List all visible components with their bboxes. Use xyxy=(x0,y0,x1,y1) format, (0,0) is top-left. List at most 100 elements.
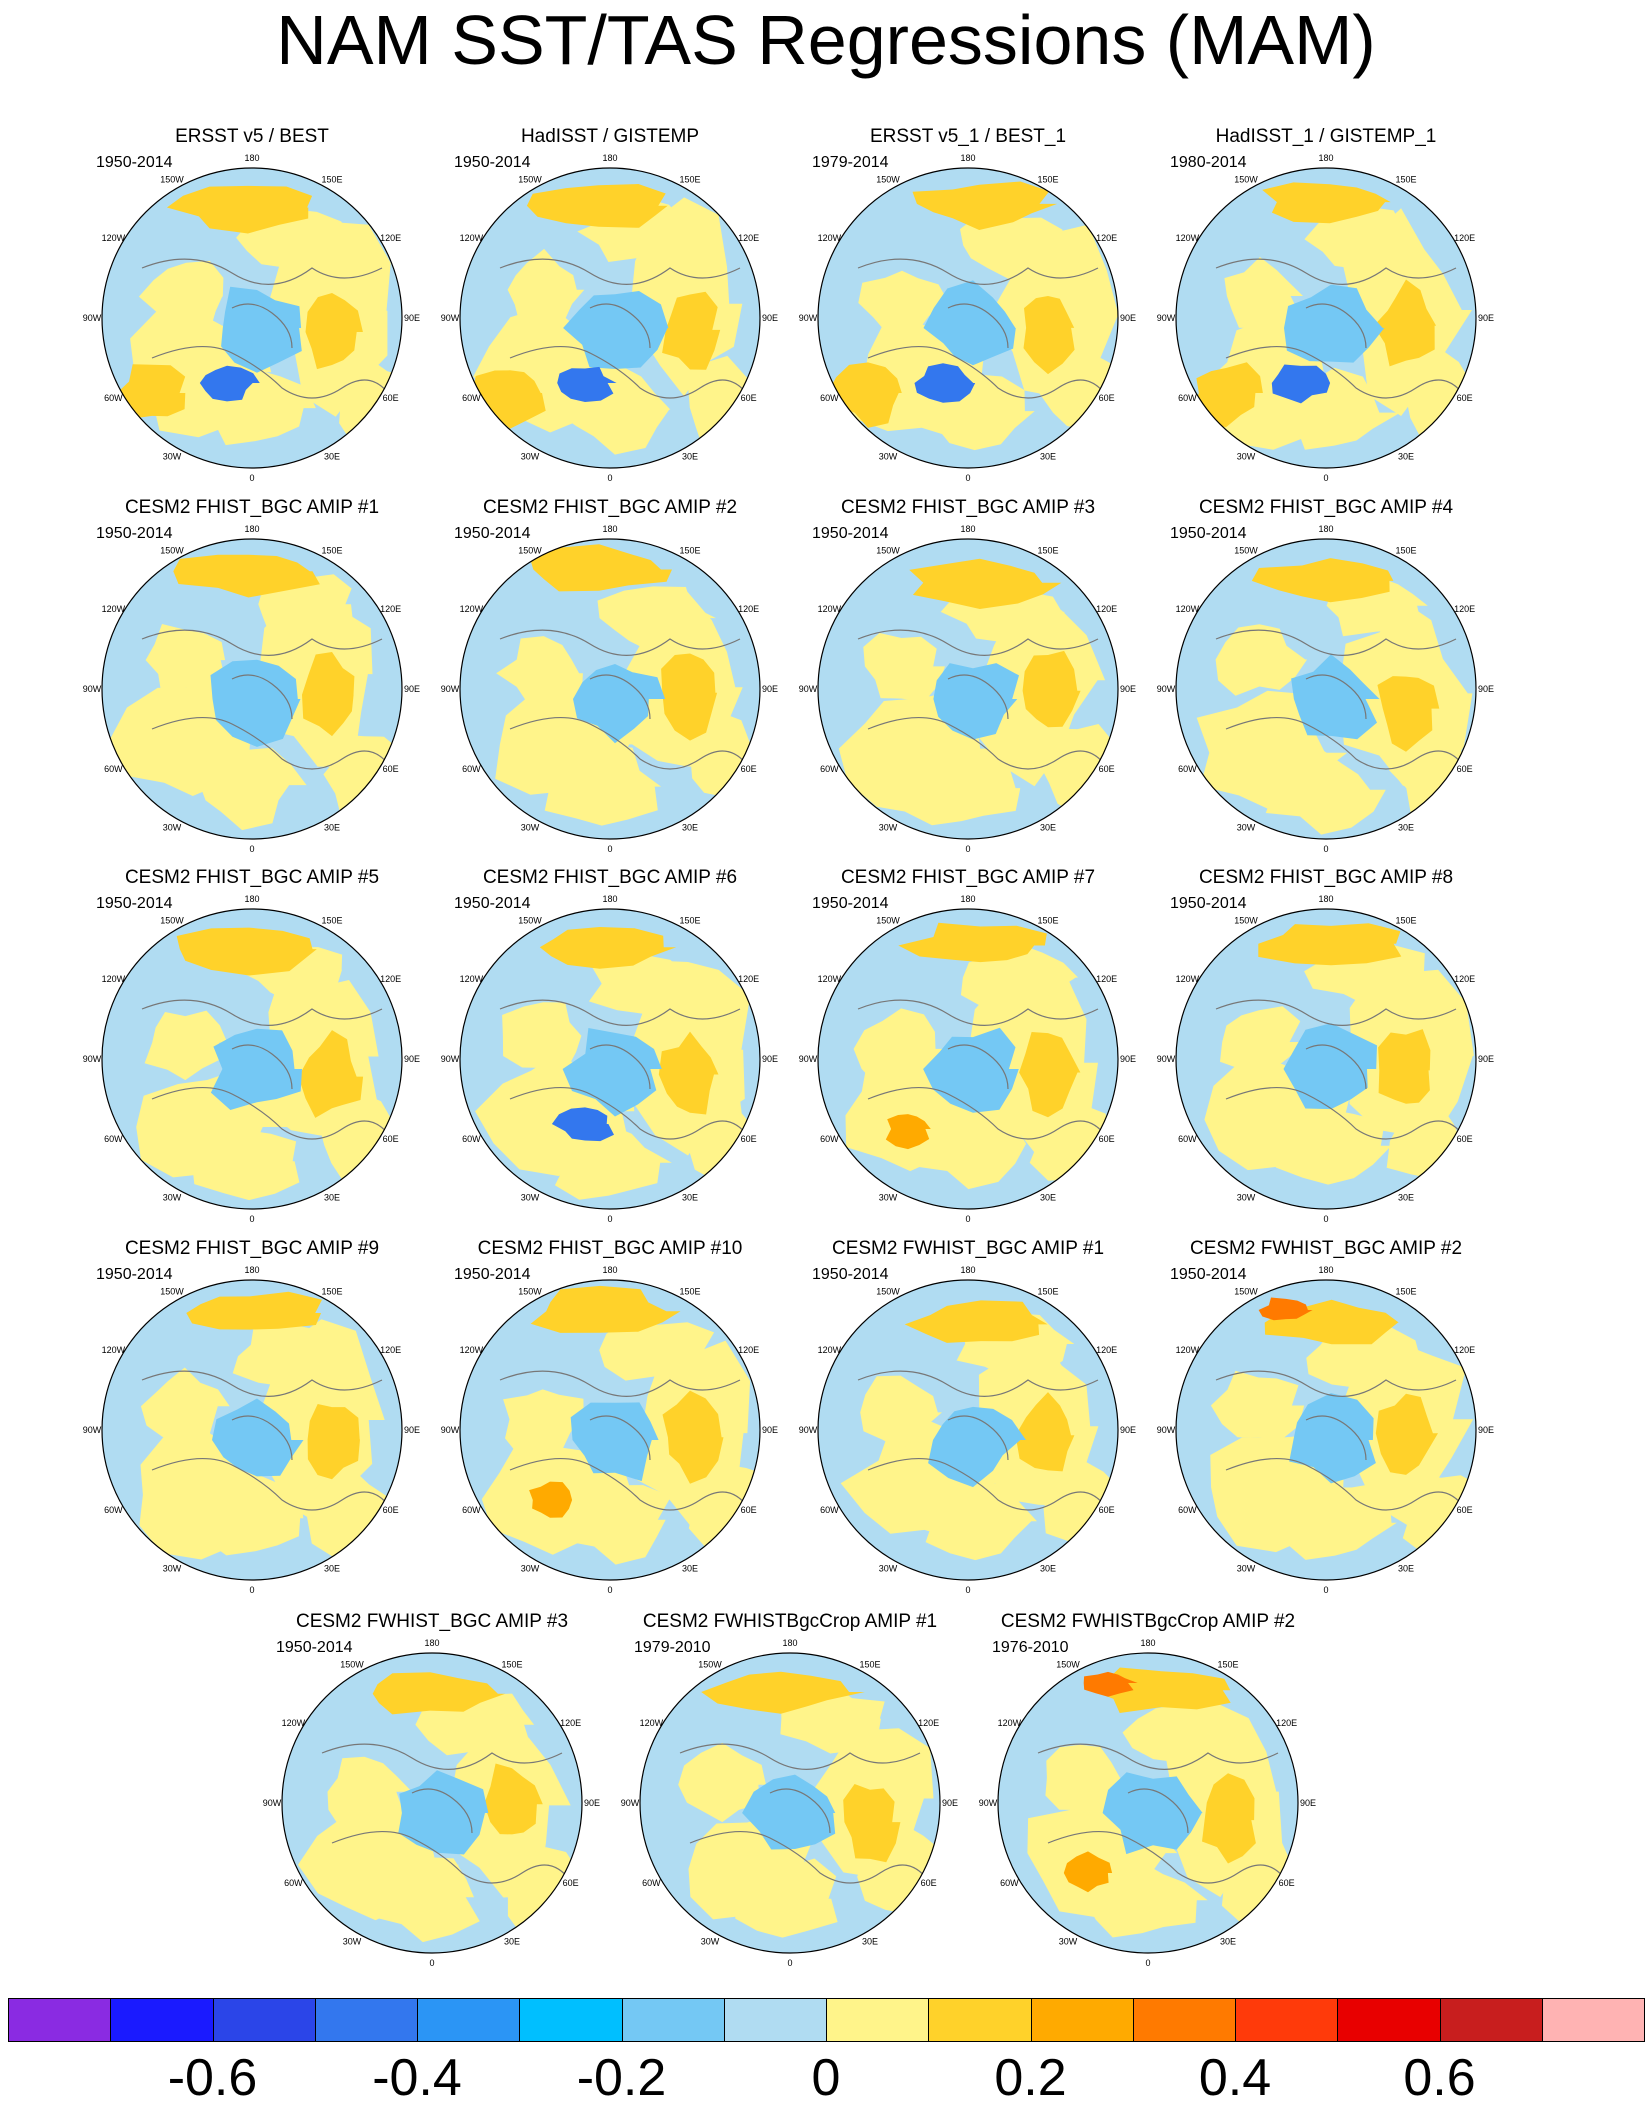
longitude-label: 60W xyxy=(1178,1505,1197,1515)
longitude-label: 60W xyxy=(462,1505,481,1515)
longitude-label: 90W xyxy=(83,313,102,323)
longitude-label: 120E xyxy=(738,604,759,614)
longitude-label: 60W xyxy=(104,393,123,403)
map-panel: CESM2 FHIST_BGC AMIP #3 180 150E 120E 90E 60E… xyxy=(798,497,1138,857)
panel-title: CESM2 FHIST_BGC AMIP #5 xyxy=(124,867,380,888)
longitude-label: 0 xyxy=(965,844,970,854)
coastlines xyxy=(1215,999,1467,1140)
atlantic-cool-anomaly xyxy=(551,1107,614,1142)
longitude-label: 180 xyxy=(244,153,259,163)
longitude-label: 90E xyxy=(1478,313,1494,323)
siberia-warm-anomaly xyxy=(1022,650,1081,728)
longitude-label: 60E xyxy=(1457,1134,1473,1144)
map-boundary xyxy=(459,538,761,840)
atlantic-cool-anomaly xyxy=(557,366,617,402)
siberia-warm-anomaly xyxy=(662,1390,724,1484)
longitude-label: 60W xyxy=(462,764,481,774)
longitude-label: 150E xyxy=(679,1286,700,1296)
siberia-warm-anomaly xyxy=(1375,1393,1438,1475)
coastlines xyxy=(1037,1743,1289,1884)
positive-anomaly-region xyxy=(503,1389,584,1456)
panel-title: CESM2 FWHIST_BGC AMIP #3 xyxy=(295,1611,569,1632)
longitude-label: 30W xyxy=(163,823,182,833)
longitude-label: 150E xyxy=(321,915,342,925)
longitude-label: 150E xyxy=(321,174,342,184)
positive-anomaly-region xyxy=(597,586,716,654)
longitude-label: 30E xyxy=(1398,452,1414,462)
map-boundary xyxy=(1175,538,1477,840)
polar-map: 180 150E 120E 90E 60E 30E 0 30W 60W 90W 120W 150W xyxy=(1157,894,1494,1224)
longitude-label: 30W xyxy=(1059,1937,1078,1947)
longitude-label: 120E xyxy=(1096,974,1117,984)
positive-anomaly-region xyxy=(860,1375,942,1450)
longitude-label: 120E xyxy=(380,1345,401,1355)
colorbar-tick-label: 0.2 xyxy=(994,2049,1067,2107)
longitude-label: 30E xyxy=(682,1193,698,1203)
longitude-label: 60E xyxy=(563,1878,579,1888)
siberia-warm-anomaly xyxy=(1023,296,1075,375)
longitude-label: 120W xyxy=(102,604,126,614)
colorbar xyxy=(8,1998,1645,2042)
polar-map: 180 150E 120E 90E 60E 30E 0 30W 60W 90W 120W 150W xyxy=(799,524,1136,854)
panel-period: 1980-2014 xyxy=(1170,154,1247,171)
positive-anomaly-region xyxy=(960,214,1074,281)
arctic-cool-anomaly xyxy=(933,663,1019,740)
polar-map: 180 150E 120E 90E 60E 30E 0 30W 60W 90W 120W 150W xyxy=(979,1638,1316,1968)
map-panel: ERSST v5_1 / BEST_1 180 150E 120E 90E 60E 30E 0… xyxy=(798,126,1138,486)
longitude-label: 180 xyxy=(960,524,975,534)
longitude-label: 120W xyxy=(818,233,842,243)
longitude-label: 120W xyxy=(282,1718,306,1728)
panel-period: 1950-2014 xyxy=(96,525,173,542)
polar-map: 180 150E 120E 90E 60E 30E 0 30W 60W 90W 120W 150W xyxy=(799,153,1136,483)
panel-title: CESM2 FHIST_BGC AMIP #6 xyxy=(482,867,738,888)
longitude-label: 180 xyxy=(244,524,259,534)
atlantic-warm-anomaly xyxy=(1063,1851,1113,1893)
longitude-label: 0 xyxy=(1323,1214,1328,1224)
longitude-label: 150E xyxy=(321,1286,342,1296)
pacific-warm-anomaly xyxy=(898,922,1047,963)
longitude-label: 90W xyxy=(621,1798,640,1808)
colorbar-swatch xyxy=(723,1998,827,2042)
atlantic-warm-anomaly xyxy=(885,1114,931,1150)
longitude-label: 120E xyxy=(738,974,759,984)
longitude-label: 30W xyxy=(1237,823,1256,833)
longitude-label: 30E xyxy=(1040,823,1056,833)
colorbar-swatch xyxy=(212,1998,316,2042)
longitude-label: 60E xyxy=(1099,1505,1115,1515)
polar-map: 180 150E 120E 90E 60E 30E 0 30W 60W 90W 120W 150W xyxy=(441,524,778,854)
panel-title: CESM2 FWHISTBgcCrop AMIP #1 xyxy=(642,1611,938,1632)
positive-anomaly-region xyxy=(1084,1862,1208,1938)
pacific-warm-anomaly xyxy=(904,1300,1048,1343)
coastlines xyxy=(1215,1370,1467,1511)
longitude-label: 150W xyxy=(698,1659,722,1669)
longitude-label: 60W xyxy=(104,1505,123,1515)
panel-title: CESM2 FWHIST_BGC AMIP #2 xyxy=(1189,1238,1463,1259)
polar-map: 180 150E 120E 90E 60E 30E 0 30W 60W 90W 120W 150W xyxy=(83,153,420,483)
colorbar-tick-label: -0.4 xyxy=(372,2049,462,2107)
longitude-label: 120W xyxy=(102,233,126,243)
longitude-label: 90W xyxy=(1157,684,1176,694)
polar-map: 180 150E 120E 90E 60E 30E 0 30W 60W 90W 120W 150W xyxy=(441,894,778,1224)
longitude-label: 120E xyxy=(738,233,759,243)
longitude-label: 30E xyxy=(862,1937,878,1947)
longitude-label: 150W xyxy=(1234,1286,1258,1296)
longitude-label: 60W xyxy=(820,1134,839,1144)
longitude-label: 30W xyxy=(879,1564,898,1574)
longitude-label: 30W xyxy=(879,1193,898,1203)
longitude-label: 30E xyxy=(1040,1193,1056,1203)
arctic-cool-anomaly xyxy=(398,1770,489,1855)
longitude-label: 60W xyxy=(642,1878,661,1888)
longitude-label: 90W xyxy=(1157,1425,1176,1435)
pacific-strong-anomaly xyxy=(1083,1671,1138,1697)
longitude-label: 180 xyxy=(1318,524,1333,534)
longitude-label: 150W xyxy=(518,545,542,555)
atlantic-cool-anomaly xyxy=(914,363,976,403)
longitude-label: 150E xyxy=(321,545,342,555)
longitude-label: 0 xyxy=(607,473,612,483)
longitude-label: 0 xyxy=(607,1585,612,1595)
longitude-label: 180 xyxy=(960,1265,975,1275)
longitude-label: 0 xyxy=(429,1958,434,1968)
longitude-label: 60E xyxy=(741,1505,757,1515)
longitude-label: 30E xyxy=(324,452,340,462)
map-boundary xyxy=(639,1652,941,1954)
